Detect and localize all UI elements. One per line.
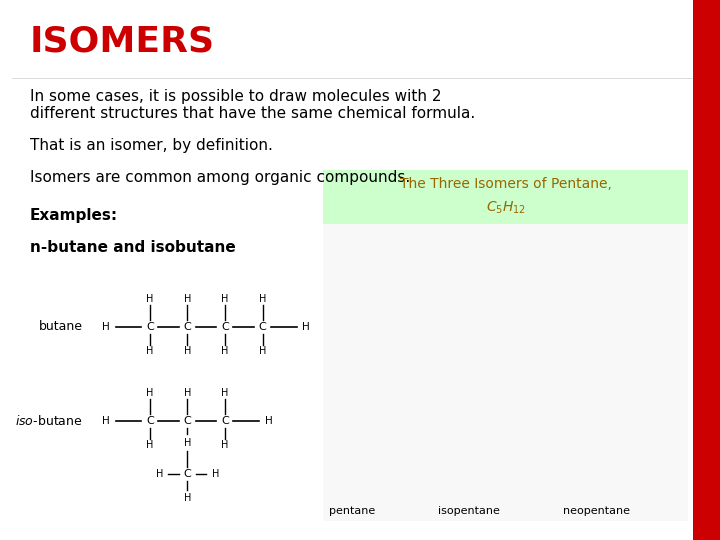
- Text: H: H: [146, 388, 153, 398]
- Text: $C_5H_{12}$: $C_5H_{12}$: [486, 199, 526, 215]
- Text: C: C: [221, 416, 229, 426]
- Text: isopentane: isopentane: [438, 505, 500, 516]
- Text: H: H: [102, 416, 110, 426]
- Text: H: H: [184, 493, 191, 503]
- Text: H: H: [258, 294, 266, 303]
- Text: Isomers are common among organic compounds.: Isomers are common among organic compoun…: [30, 170, 410, 185]
- Text: H: H: [146, 346, 153, 356]
- Text: That is an isomer, by definition.: That is an isomer, by definition.: [30, 138, 272, 153]
- Text: n-butane and isobutane: n-butane and isobutane: [30, 240, 235, 255]
- Text: Examples:: Examples:: [30, 208, 117, 223]
- Text: ISOMERS: ISOMERS: [30, 24, 215, 58]
- Bar: [323, 224, 688, 521]
- Text: H: H: [184, 437, 191, 448]
- Text: neopentane: neopentane: [562, 505, 629, 516]
- Text: H: H: [146, 294, 153, 303]
- Text: pentane: pentane: [328, 505, 375, 516]
- Text: H: H: [221, 346, 229, 356]
- Text: H: H: [221, 440, 229, 450]
- Text: H: H: [221, 294, 229, 303]
- Text: butane: butane: [39, 320, 83, 333]
- Bar: [323, 170, 688, 224]
- Text: $\it{iso}$-butane: $\it{iso}$-butane: [15, 414, 83, 428]
- Text: H: H: [184, 346, 191, 356]
- Text: C: C: [146, 322, 154, 332]
- Text: H: H: [146, 440, 153, 450]
- Text: H: H: [102, 322, 110, 332]
- Text: H: H: [265, 416, 272, 426]
- Text: H: H: [184, 388, 191, 398]
- Text: H: H: [156, 469, 163, 478]
- Text: C: C: [221, 322, 229, 332]
- Text: H: H: [212, 469, 220, 478]
- Text: H: H: [302, 322, 310, 332]
- Text: In some cases, it is possible to draw molecules with 2
different structures that: In some cases, it is possible to draw mo…: [30, 89, 474, 122]
- Text: C: C: [258, 322, 266, 332]
- Text: H: H: [221, 388, 229, 398]
- Text: H: H: [184, 294, 191, 303]
- Text: The Three Isomers of Pentane,: The Three Isomers of Pentane,: [400, 177, 612, 191]
- Text: C: C: [146, 416, 154, 426]
- Text: C: C: [184, 416, 192, 426]
- Bar: [693, 0, 720, 540]
- Text: C: C: [184, 469, 192, 478]
- Text: H: H: [258, 346, 266, 356]
- Text: C: C: [184, 322, 192, 332]
